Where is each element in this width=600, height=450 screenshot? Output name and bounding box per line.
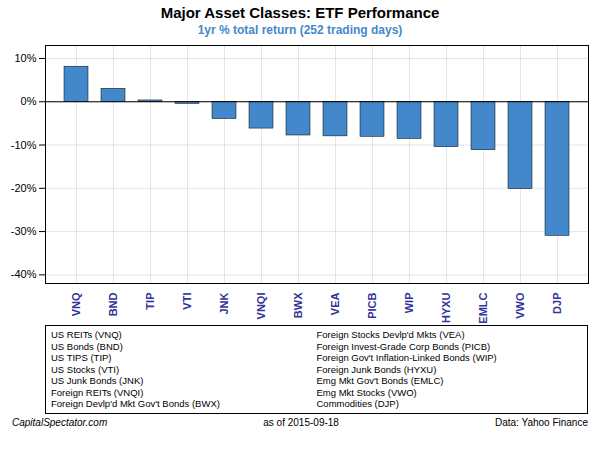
html-text:Foreign Gov't Inflation-Linked: Foreign Gov't Inflation-Linked Bonds (WI… [316,352,497,363]
html-text:Foreign Stocks Devlp'd Mkts (V: Foreign Stocks Devlp'd Mkts (VEA) [316,329,465,340]
html-text:US Stocks (VTI): US Stocks (VTI) [51,363,120,375]
svg-text:PICB: PICB [366,292,378,318]
svg-text:10%: 10% [14,52,36,64]
svg-text:BND: BND [107,292,119,316]
html-text:US Bonds (BND): US Bonds (BND) [51,340,123,352]
svg-text:VNQI: VNQI [255,293,267,320]
svg-text:BWX: BWX [292,292,304,318]
html-text:Foreign Invest-Grade Corp Bond: Foreign Invest-Grade Corp Bonds (PICB) [316,340,491,352]
svg-text:WIP: WIP [403,293,415,314]
html-text:Foreign REITs (VNQI): Foreign REITs (VNQI) [51,386,144,398]
svg-text:DJP: DJP [551,293,563,314]
svg-text:TIP: TIP [144,293,156,310]
html-text:CapitalSpectator.com: CapitalSpectator.com [12,416,108,428]
svg-text:VTI: VTI [181,293,193,310]
svg-text:JNK: JNK [218,292,230,314]
svg-text:VNQ: VNQ [70,292,82,316]
svg-text:-20%: -20% [11,182,37,194]
html-text:Emg Mkt Stocks (VWO): Emg Mkt Stocks (VWO) [316,386,417,398]
html-text:Emg Mkt Gov't Bonds (EMLC): Emg Mkt Gov't Bonds (EMLC) [316,375,444,386]
svg-text:EMLC: EMLC [477,292,489,323]
html-text:Commodities (DJP): Commodities (DJP) [316,398,399,409]
html-text:as of 2015-09-18: as of 2015-09-18 [263,416,339,428]
svg-text:-30%: -30% [11,225,37,237]
html-text:US TIPS (TIP): US TIPS (TIP) [51,352,112,363]
svg-text:VWO: VWO [514,292,526,319]
svg-text:VEA: VEA [329,292,341,315]
svg-text:0%: 0% [21,95,37,107]
html-text:Foreign Junk Bonds (HYXU): Foreign Junk Bonds (HYXU) [316,363,437,375]
svg-text:-40%: -40% [11,268,37,280]
svg-text:HYXU: HYXU [440,292,452,323]
html-text:US REITs (VNQ): US REITs (VNQ) [51,329,122,340]
html-text:US Junk Bonds (JNK): US Junk Bonds (JNK) [51,375,144,386]
html-text:1yr % total return (252 tradin: 1yr % total return (252 trading days) [197,23,403,37]
html-text:Major Asset Classes: ETF Perfo: Major Asset Classes: ETF Performance [160,4,440,21]
html-text:Foreign Devlp'd Mkt Gov't Bond: Foreign Devlp'd Mkt Gov't Bonds (BWX) [51,398,220,409]
svg-text:-10%: -10% [11,139,37,151]
html-text:Data: Yahoo Finance: Data: Yahoo Finance [495,416,588,428]
